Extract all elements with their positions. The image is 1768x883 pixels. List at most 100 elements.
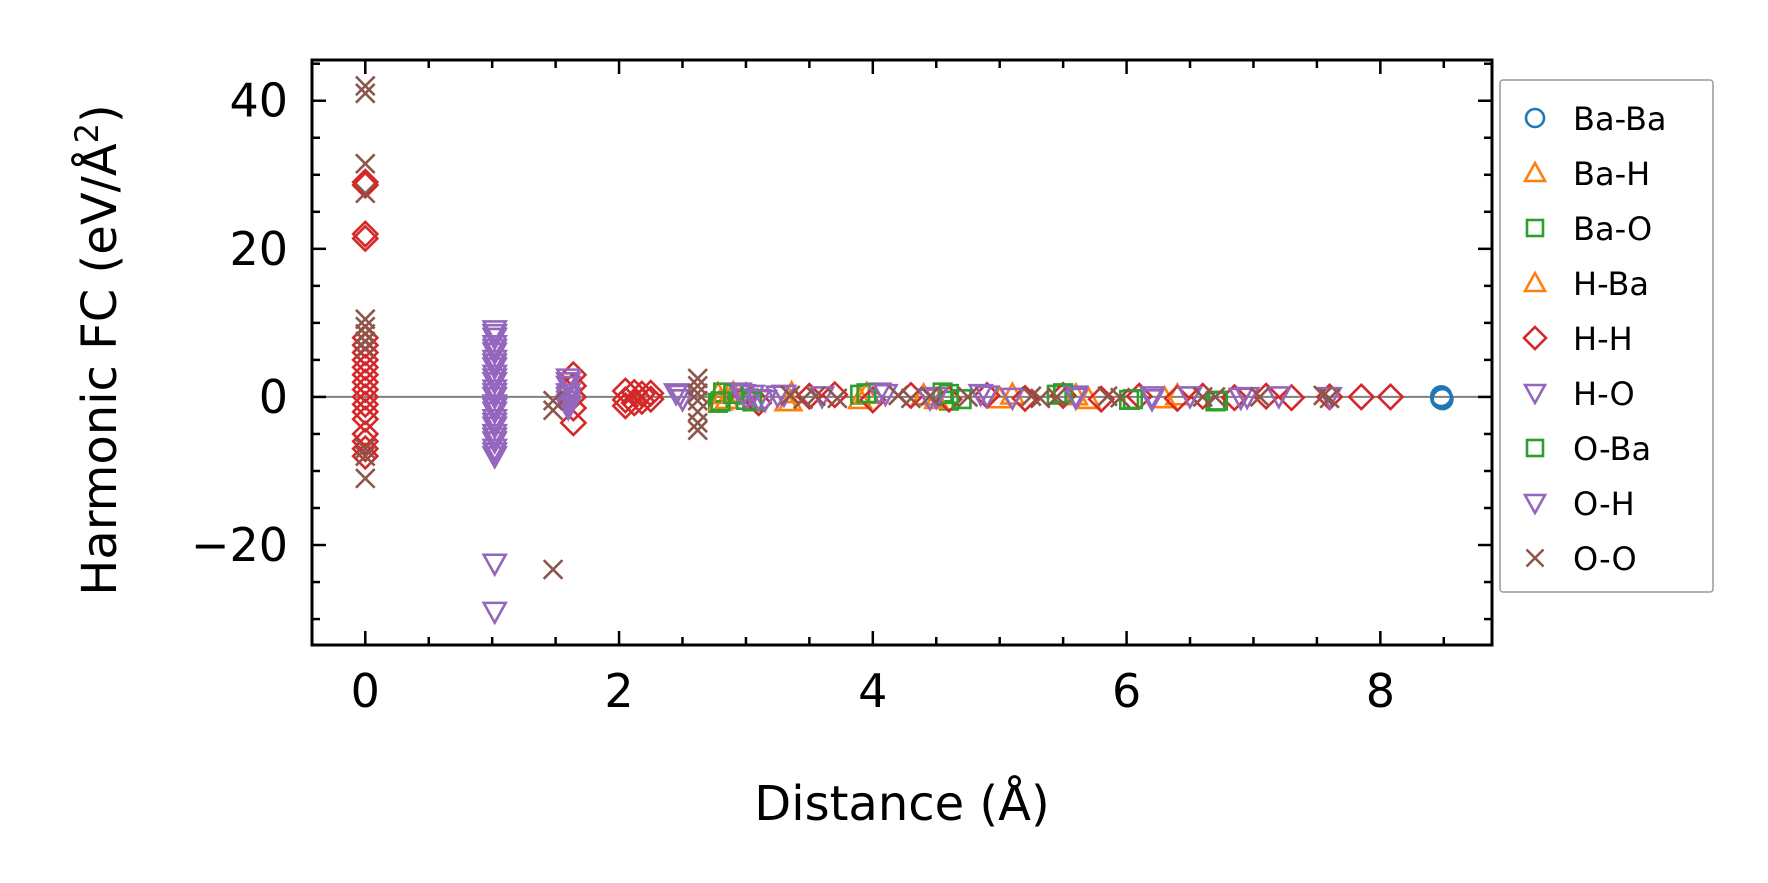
legend-marker	[1522, 383, 1548, 406]
series-o-ba	[710, 383, 1229, 412]
data-point	[542, 559, 564, 580]
legend: Ba-Ba Ba-H Ba-O H-Ba H-H H-O O-Ba O-H O-O	[1499, 79, 1714, 593]
data-point	[351, 405, 380, 434]
data-point	[745, 389, 772, 413]
series-ba-ba	[1430, 384, 1454, 411]
legend-marker	[1522, 493, 1548, 516]
data-point	[1030, 388, 1051, 409]
data-point	[481, 353, 508, 378]
data-point	[1122, 389, 1144, 410]
data-point	[973, 385, 1001, 410]
x-tick-label: 6	[1112, 664, 1141, 718]
data-point	[1233, 386, 1261, 411]
data-point	[481, 334, 508, 359]
data-point	[805, 385, 826, 407]
plot-area	[312, 75, 1492, 626]
data-point	[865, 382, 893, 407]
x-tick-label: 4	[858, 664, 887, 718]
legend-marker	[1522, 270, 1548, 293]
data-point	[627, 387, 656, 416]
data-point	[957, 386, 979, 408]
data-point	[355, 83, 376, 104]
data-point	[1062, 387, 1090, 412]
data-point	[481, 427, 508, 452]
data-point	[481, 338, 508, 363]
data-point	[542, 390, 564, 411]
legend-label: O-H	[1573, 485, 1635, 523]
data-point	[938, 383, 960, 405]
data-point	[351, 375, 380, 404]
data-point	[620, 388, 649, 417]
data-point	[780, 385, 801, 406]
data-point	[481, 349, 508, 374]
data-point	[481, 601, 508, 626]
data-point	[1207, 390, 1229, 411]
data-point	[351, 353, 380, 382]
data-point	[687, 368, 708, 389]
data-point	[687, 375, 708, 397]
data-point	[481, 364, 508, 389]
data-point	[627, 380, 656, 408]
data-point	[481, 442, 508, 467]
data-point	[355, 153, 376, 174]
data-point	[999, 387, 1026, 412]
legend-label: H-H	[1573, 320, 1633, 358]
y-axis-label-close: )	[72, 104, 128, 123]
data-point	[687, 412, 708, 434]
data-point	[481, 394, 508, 419]
data-point	[1277, 383, 1306, 412]
legend-marker	[1525, 438, 1545, 458]
data-point	[481, 397, 508, 422]
data-point	[351, 382, 380, 411]
data-point	[846, 385, 874, 410]
data-point	[795, 382, 824, 411]
series-o-h	[481, 323, 1261, 467]
data-point	[1205, 386, 1226, 408]
legend-marker	[1522, 325, 1548, 351]
series-h-o	[481, 320, 1343, 626]
data-point	[481, 423, 508, 448]
data-point	[1265, 386, 1293, 410]
legend-label: Ba-Ba	[1573, 100, 1667, 138]
data-point	[1431, 387, 1454, 411]
y-axis-label: Harmonic FC (eV/Å2)	[68, 104, 128, 596]
data-point	[559, 408, 588, 437]
data-point	[351, 220, 380, 248]
data-point	[636, 385, 665, 414]
data-point	[820, 380, 849, 409]
x-tick-label: 0	[351, 664, 380, 718]
data-point	[1163, 384, 1192, 413]
data-point	[355, 468, 376, 489]
data-point	[351, 390, 380, 419]
legend-label: O-Ba	[1573, 430, 1651, 468]
data-point	[351, 224, 380, 253]
data-point	[1252, 382, 1281, 411]
data-point	[355, 338, 376, 360]
legend-label: O-O	[1573, 540, 1637, 578]
y-axis-label-main: Harmonic FC (eV/Å	[71, 143, 128, 596]
data-point	[355, 316, 376, 337]
data-point	[481, 438, 508, 463]
data-point	[481, 383, 508, 407]
data-point	[355, 445, 376, 467]
plot-frame	[310, 58, 1494, 647]
data-point	[481, 323, 508, 348]
data-point	[1347, 382, 1376, 411]
data-point	[887, 385, 909, 406]
data-point	[916, 388, 944, 413]
y-tick-label: 0	[259, 370, 288, 424]
data-point	[1138, 386, 1166, 410]
data-point	[351, 420, 380, 448]
data-point	[967, 383, 994, 408]
data-point	[872, 383, 899, 408]
data-point	[351, 368, 380, 397]
data-point	[687, 401, 708, 423]
data-point	[1176, 386, 1204, 410]
data-point	[827, 388, 848, 409]
data-point	[351, 434, 380, 463]
y-tick-label: 40	[229, 74, 288, 128]
series-h-h	[351, 168, 1405, 471]
data-point	[900, 388, 922, 409]
x-axis-label: Distance (Å)	[754, 775, 1049, 832]
